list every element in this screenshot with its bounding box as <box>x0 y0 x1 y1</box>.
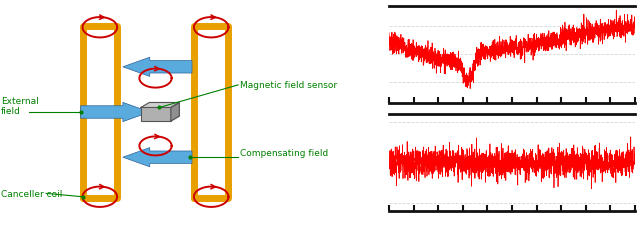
Text: External
field: External field <box>1 96 38 115</box>
Text: Compensating field: Compensating field <box>240 148 328 157</box>
Polygon shape <box>171 103 179 122</box>
Polygon shape <box>123 58 192 77</box>
Text: Canceller coil: Canceller coil <box>1 189 62 198</box>
Polygon shape <box>141 103 179 108</box>
Polygon shape <box>123 148 192 167</box>
Text: Magnetic field sensor: Magnetic field sensor <box>240 81 337 90</box>
Polygon shape <box>81 103 150 122</box>
FancyBboxPatch shape <box>141 108 171 122</box>
